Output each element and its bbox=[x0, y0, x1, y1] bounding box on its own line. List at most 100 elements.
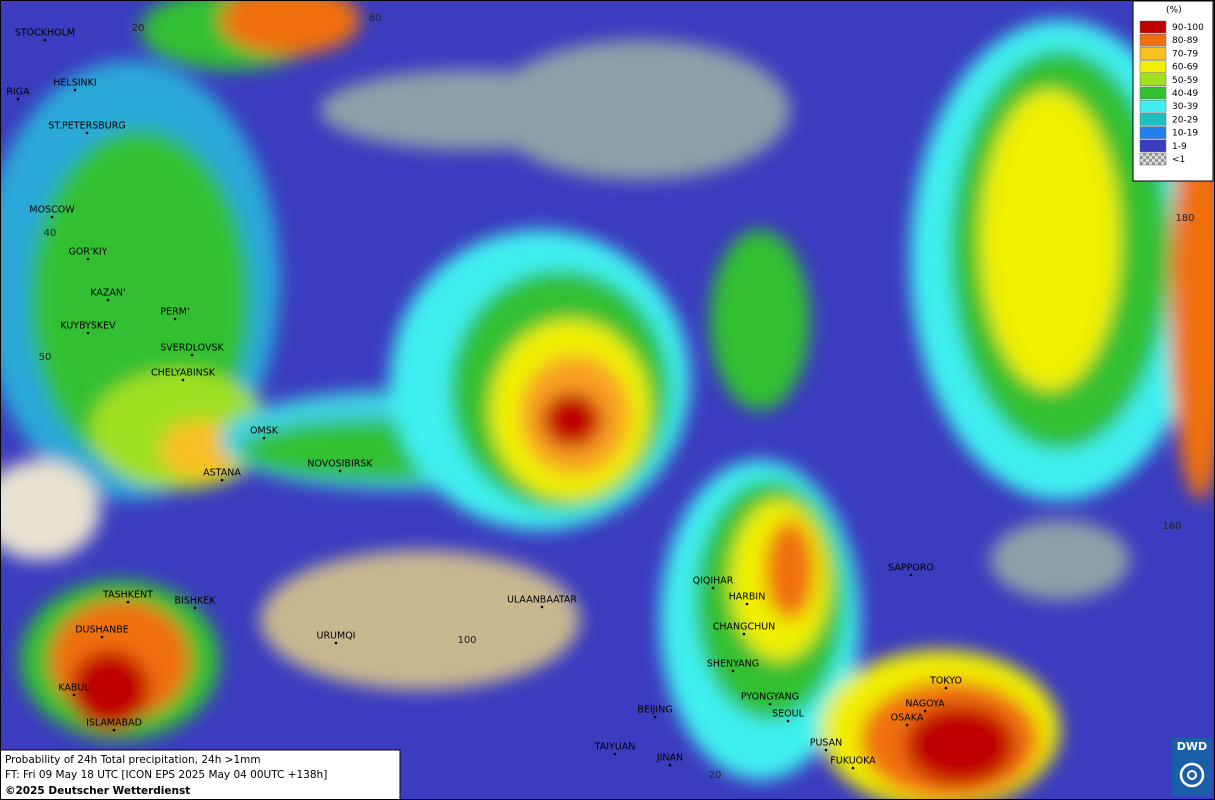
city-label: RIGA bbox=[6, 87, 30, 98]
city-label: PYONGYANG bbox=[741, 692, 799, 703]
city-label: SAPPORO bbox=[888, 563, 934, 574]
legend: (%) 90-100 80-89 70-79 60-69 50-59 40-49 30-39… bbox=[1132, 0, 1214, 182]
city-label: TAIYUAN bbox=[594, 742, 636, 753]
logo: DWD bbox=[1172, 738, 1212, 796]
city-dot bbox=[334, 641, 338, 645]
city-label: CHANGCHUN bbox=[713, 622, 776, 633]
legend-label: 20-29 bbox=[1172, 115, 1198, 125]
legend-swatch bbox=[1139, 20, 1167, 34]
city-label: SHENYANG bbox=[707, 659, 759, 670]
city-dot bbox=[851, 766, 855, 770]
city-dot bbox=[106, 298, 110, 302]
city-dot bbox=[540, 605, 544, 609]
city-dot bbox=[613, 752, 617, 756]
legend-swatch bbox=[1139, 33, 1167, 47]
city-dot bbox=[85, 131, 89, 135]
legend-label: 60-69 bbox=[1172, 63, 1198, 73]
city-dot bbox=[923, 709, 927, 713]
city-label: STOCKHOLM bbox=[15, 28, 75, 39]
grid-label: 160 bbox=[1162, 521, 1181, 532]
city-labels: STOCKHOLM HELSINKI RIGA ST.PETERSBURG MOSCOW… bbox=[6, 28, 962, 770]
city-dot bbox=[768, 702, 772, 706]
city-label: FUKUOKA bbox=[830, 756, 876, 767]
city-dot bbox=[50, 215, 54, 219]
grid-label: 180 bbox=[1175, 213, 1194, 224]
legend-swatch bbox=[1139, 99, 1167, 113]
city-label: GOR'KIY bbox=[69, 247, 108, 258]
legend-swatch bbox=[1139, 86, 1167, 100]
city-label: BEIJING bbox=[637, 705, 672, 716]
city-label: SEOUL bbox=[772, 709, 804, 720]
city-label: HELSINKI bbox=[53, 78, 96, 89]
city-dot bbox=[86, 331, 90, 335]
city-dot bbox=[16, 97, 20, 101]
city-label: MOSCOW bbox=[29, 205, 75, 216]
city-dot bbox=[262, 436, 266, 440]
city-dot bbox=[193, 606, 197, 610]
city-dot bbox=[173, 317, 177, 321]
legend-label: 90-100 bbox=[1172, 23, 1204, 33]
city-dot bbox=[944, 686, 948, 690]
logo-text: DWD bbox=[1177, 740, 1207, 753]
city-dot bbox=[668, 763, 672, 767]
city-label: PUSAN bbox=[810, 738, 843, 749]
city-label: KAZAN' bbox=[90, 288, 125, 299]
grid-label: 40 bbox=[44, 228, 57, 239]
city-label: NOVOSIBIRSK bbox=[307, 459, 373, 470]
city-label: SVERDLOVSK bbox=[160, 343, 224, 354]
city-label: DUSHANBE bbox=[75, 625, 129, 636]
city-label: NAGOYA bbox=[905, 699, 945, 710]
city-label: OSAKA bbox=[891, 713, 924, 724]
legend-title: (%) bbox=[1166, 6, 1182, 16]
legend-label: 50-59 bbox=[1172, 76, 1198, 86]
grid-label: 100 bbox=[457, 635, 476, 646]
city-label: ISLAMABAD bbox=[86, 718, 142, 729]
city-label: OMSK bbox=[250, 426, 279, 437]
city-dot bbox=[742, 632, 746, 636]
city-label: URUMQI bbox=[317, 631, 356, 642]
city-dot bbox=[786, 719, 790, 723]
city-label: KABUL bbox=[58, 683, 90, 694]
city-dot bbox=[711, 586, 715, 590]
legend-swatch bbox=[1139, 139, 1167, 153]
city-dot bbox=[112, 728, 116, 732]
logo-icon bbox=[1179, 762, 1205, 788]
legend-label: <1 bbox=[1172, 155, 1185, 165]
city-dot bbox=[731, 669, 735, 673]
city-dot bbox=[43, 38, 47, 42]
legend-swatch bbox=[1139, 47, 1167, 60]
footer-line: Probability of 24h Total precipitation, … bbox=[5, 754, 261, 766]
city-dot bbox=[338, 469, 342, 473]
city-dot bbox=[905, 723, 909, 727]
city-dot bbox=[181, 378, 185, 382]
city-label: PERM' bbox=[160, 307, 189, 318]
legend-swatch bbox=[1139, 113, 1167, 126]
city-label: ASTANA bbox=[203, 468, 241, 479]
city-label: BISHKEK bbox=[175, 596, 217, 607]
grid-label: 50 bbox=[39, 352, 52, 363]
city-dot bbox=[220, 478, 224, 482]
city-label: HARBIN bbox=[729, 592, 766, 603]
legend-items: 90-100 80-89 70-79 60-69 50-59 40-49 30-39 20-2… bbox=[1139, 20, 1204, 166]
city-label: ULAANBAATAR bbox=[507, 595, 577, 606]
legend-swatch bbox=[1139, 152, 1167, 166]
grid-label: 80 bbox=[369, 13, 382, 24]
legend-label: 40-49 bbox=[1172, 89, 1198, 99]
city-dot bbox=[86, 257, 90, 261]
city-label: KUYBYSKEV bbox=[60, 321, 116, 332]
city-dot bbox=[73, 88, 77, 92]
city-dot bbox=[909, 573, 913, 577]
legend-label: 30-39 bbox=[1172, 102, 1198, 112]
legend-swatch bbox=[1139, 60, 1167, 73]
legend-label: 1-9 bbox=[1172, 142, 1187, 152]
legend-label: 80-89 bbox=[1172, 36, 1198, 46]
legend-label: 10-19 bbox=[1172, 129, 1198, 139]
city-label: CHELYABINSK bbox=[151, 368, 216, 379]
city-dot bbox=[190, 353, 194, 357]
grid-labels: 80 20 40 50 180 160 100 20 bbox=[39, 13, 1195, 781]
logo-icon bbox=[1187, 770, 1197, 780]
city-label: TOKYO bbox=[929, 676, 962, 687]
legend-swatch bbox=[1139, 73, 1167, 87]
legend-swatch bbox=[1139, 126, 1167, 139]
